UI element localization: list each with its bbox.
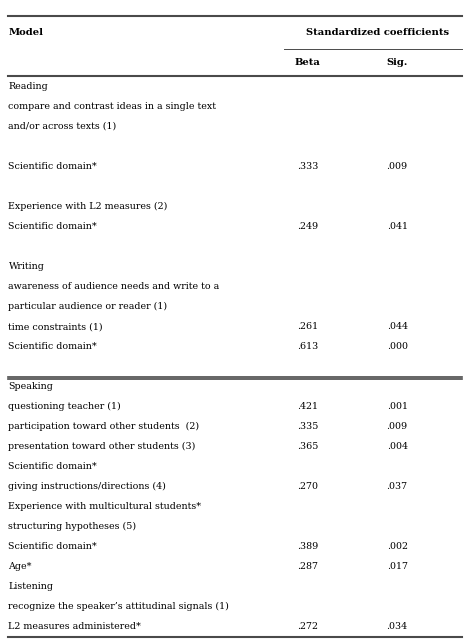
Text: .389: .389 <box>297 542 319 551</box>
Text: compare and contrast ideas in a single text: compare and contrast ideas in a single t… <box>8 102 217 111</box>
Text: awareness of audience needs and write to a: awareness of audience needs and write to… <box>8 282 219 291</box>
Text: .009: .009 <box>387 422 407 431</box>
Text: .037: .037 <box>387 482 407 491</box>
Text: structuring hypotheses (5): structuring hypotheses (5) <box>8 522 137 532</box>
Text: questioning teacher (1): questioning teacher (1) <box>8 402 121 412</box>
Text: Scientific domain*: Scientific domain* <box>8 342 97 351</box>
Text: .421: .421 <box>298 402 318 411</box>
Text: .272: .272 <box>298 622 318 631</box>
Text: Model: Model <box>8 28 43 37</box>
Text: .333: .333 <box>297 162 319 171</box>
Text: .249: .249 <box>298 222 318 231</box>
Text: .002: .002 <box>387 542 407 551</box>
Text: .335: .335 <box>297 422 319 431</box>
Text: .000: .000 <box>387 342 407 351</box>
Text: .004: .004 <box>387 442 407 451</box>
Text: Age*: Age* <box>8 562 32 571</box>
Text: Scientific domain*: Scientific domain* <box>8 462 97 471</box>
Text: time constraints (1): time constraints (1) <box>8 322 103 331</box>
Text: .044: .044 <box>387 322 407 331</box>
Text: Beta: Beta <box>295 58 321 67</box>
Text: giving instructions/directions (4): giving instructions/directions (4) <box>8 482 166 491</box>
Text: Experience with L2 measures (2): Experience with L2 measures (2) <box>8 202 168 211</box>
Text: Sig.: Sig. <box>386 58 408 67</box>
Text: Writing: Writing <box>8 262 44 271</box>
Text: presentation toward other students (3): presentation toward other students (3) <box>8 442 196 451</box>
Text: .365: .365 <box>297 442 319 451</box>
Text: Listening: Listening <box>8 582 54 591</box>
Text: .287: .287 <box>298 562 318 571</box>
Text: Experience with multicultural students*: Experience with multicultural students* <box>8 502 202 511</box>
Text: .261: .261 <box>298 322 318 331</box>
Text: participation toward other students  (2): participation toward other students (2) <box>8 422 200 431</box>
Text: .017: .017 <box>387 562 407 571</box>
Text: Reading: Reading <box>8 82 48 91</box>
Text: .001: .001 <box>387 402 407 411</box>
Text: Scientific domain*: Scientific domain* <box>8 542 97 551</box>
Text: recognize the speaker’s attitudinal signals (1): recognize the speaker’s attitudinal sign… <box>8 602 229 611</box>
Text: .041: .041 <box>387 222 407 231</box>
Text: .034: .034 <box>387 622 407 631</box>
Text: L2 measures administered*: L2 measures administered* <box>8 622 141 631</box>
Text: .613: .613 <box>297 342 319 351</box>
Text: particular audience or reader (1): particular audience or reader (1) <box>8 302 168 311</box>
Text: and/or across texts (1): and/or across texts (1) <box>8 122 117 131</box>
Text: .270: .270 <box>298 482 318 491</box>
Text: Scientific domain*: Scientific domain* <box>8 162 97 171</box>
Text: Speaking: Speaking <box>8 382 53 391</box>
Text: .009: .009 <box>387 162 407 171</box>
Text: Scientific domain*: Scientific domain* <box>8 222 97 231</box>
Text: Standardized coefficients: Standardized coefficients <box>306 28 449 37</box>
